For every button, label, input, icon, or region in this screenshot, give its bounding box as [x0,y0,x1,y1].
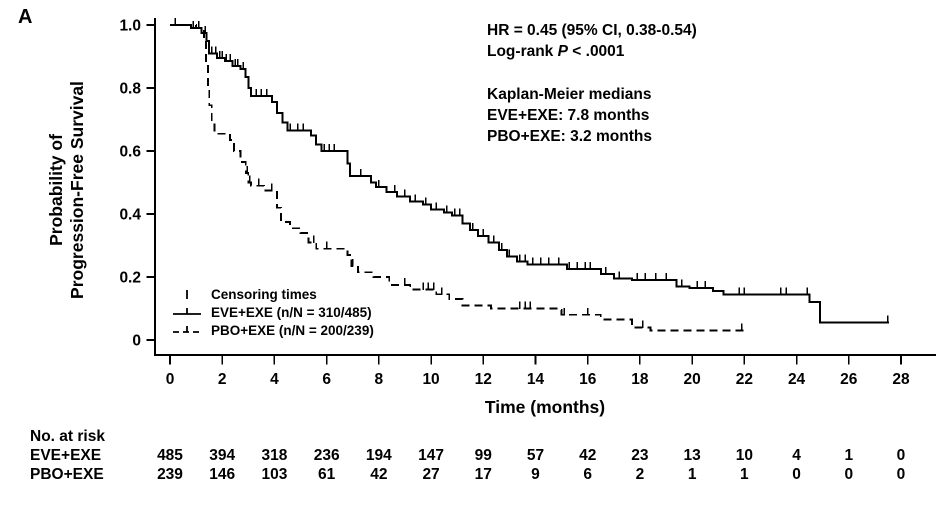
risk-count: 2 [635,466,645,483]
risk-table-header: No. at risk [30,428,105,445]
risk-count: 1 [844,447,854,464]
legend-row-pbo: PBO+EXE (n/N = 200/239) [172,322,374,340]
risk-count: 10 [735,447,753,464]
km-median-eve: EVE+EXE: 7.8 months [487,107,650,124]
risk-count: 236 [313,447,340,464]
risk-count: 13 [683,447,701,464]
risk-count: 0 [896,447,906,464]
risk-row-eve: EVE+EXE 485 394 318 236 194 147 99 57 42 23 13 10 4 1… [0,447,949,465]
y-tick-label: 0.6 [119,144,141,161]
dashed-line-tick-icon [173,326,201,333]
risk-count: 146 [209,466,236,483]
km-medians-header: Kaplan-Meier medians [487,86,652,103]
legend-label-pbo: PBO+EXE (n/N = 200/239) [211,323,374,338]
risk-count: 0 [896,466,906,483]
risk-count: 61 [318,466,336,483]
panel-label: A [18,6,33,28]
axis-lines [154,18,936,356]
risk-count: 103 [261,466,288,483]
km-median-pbo: PBO+EXE: 3.2 months [487,128,652,145]
hr-text: HR = 0.45 (95% CI, 0.38-0.54) [487,22,697,39]
x-tick-label: 12 [475,371,492,388]
censor-tick-icon [186,290,188,299]
risk-count: 6 [583,466,593,483]
risk-count: 42 [370,466,388,483]
logrank-text: Log-rank P < .0001 [487,43,625,60]
risk-count: 0 [844,466,854,483]
x-tick-label: 14 [527,371,545,388]
x-tick-label: 18 [631,371,649,388]
solid-line-tick-icon [173,308,201,315]
x-tick-label: 28 [892,371,910,388]
risk-count: 239 [157,466,183,483]
legend-row-eve: EVE+EXE (n/N = 310/485) [172,304,374,322]
risk-count: 99 [474,447,492,464]
y-tick-label: 0.8 [119,81,141,98]
x-tick-label: 24 [788,371,806,388]
legend: Censoring times EVE+EXE (n/N = 310/485) … [172,286,374,340]
y-tick-label: 0.4 [119,207,141,224]
x-axis-label: Time (months) [484,397,606,417]
risk-count: 318 [261,447,288,464]
x-tick-label: 2 [218,371,227,388]
x-tick-label: 8 [375,371,384,388]
risk-count: 57 [526,447,545,464]
risk-count: 42 [579,447,597,464]
x-tick-label: 6 [322,371,331,388]
y-tick-label: 0 [132,333,141,350]
risk-count: 485 [157,447,183,464]
legend-row-censoring: Censoring times [172,286,374,304]
stats-annotation: HR = 0.45 (95% CI, 0.38-0.54) Log-rank P… [487,20,697,147]
y-tick-label: 0.2 [119,270,141,287]
x-tick-label: 16 [579,371,597,388]
y-tick-label: 1.0 [119,18,141,35]
km-curve-pbo-exe [170,24,747,332]
risk-row-label: EVE+EXE [30,447,102,464]
risk-row-label: PBO+EXE [30,466,104,483]
risk-count: 17 [474,466,492,483]
km-curve-eve-exe [170,24,890,324]
risk-count: 1 [687,466,697,483]
risk-row-pbo: PBO+EXE 239 146 103 61 42 27 17 9 6 2 1 1 0 0 0 [0,466,949,484]
risk-count: 194 [365,447,392,464]
risk-count: 23 [631,447,649,464]
x-tick-label: 10 [422,371,439,388]
x-tick-label: 0 [166,371,175,388]
x-tick-label: 26 [840,371,858,388]
legend-label-censoring: Censoring times [211,287,317,302]
risk-count: 4 [792,447,801,464]
risk-count: 1 [740,466,749,483]
x-tick-label: 20 [684,371,701,388]
x-tick-label: 4 [270,371,279,388]
risk-count: 0 [792,466,801,483]
risk-count: 27 [422,466,440,483]
p-italic: P [557,43,568,60]
risk-count: 394 [209,447,236,464]
legend-label-eve: EVE+EXE (n/N = 310/485) [211,305,372,320]
risk-count: 147 [418,447,444,464]
risk-count: 9 [531,466,540,483]
x-tick-label: 22 [736,371,753,388]
